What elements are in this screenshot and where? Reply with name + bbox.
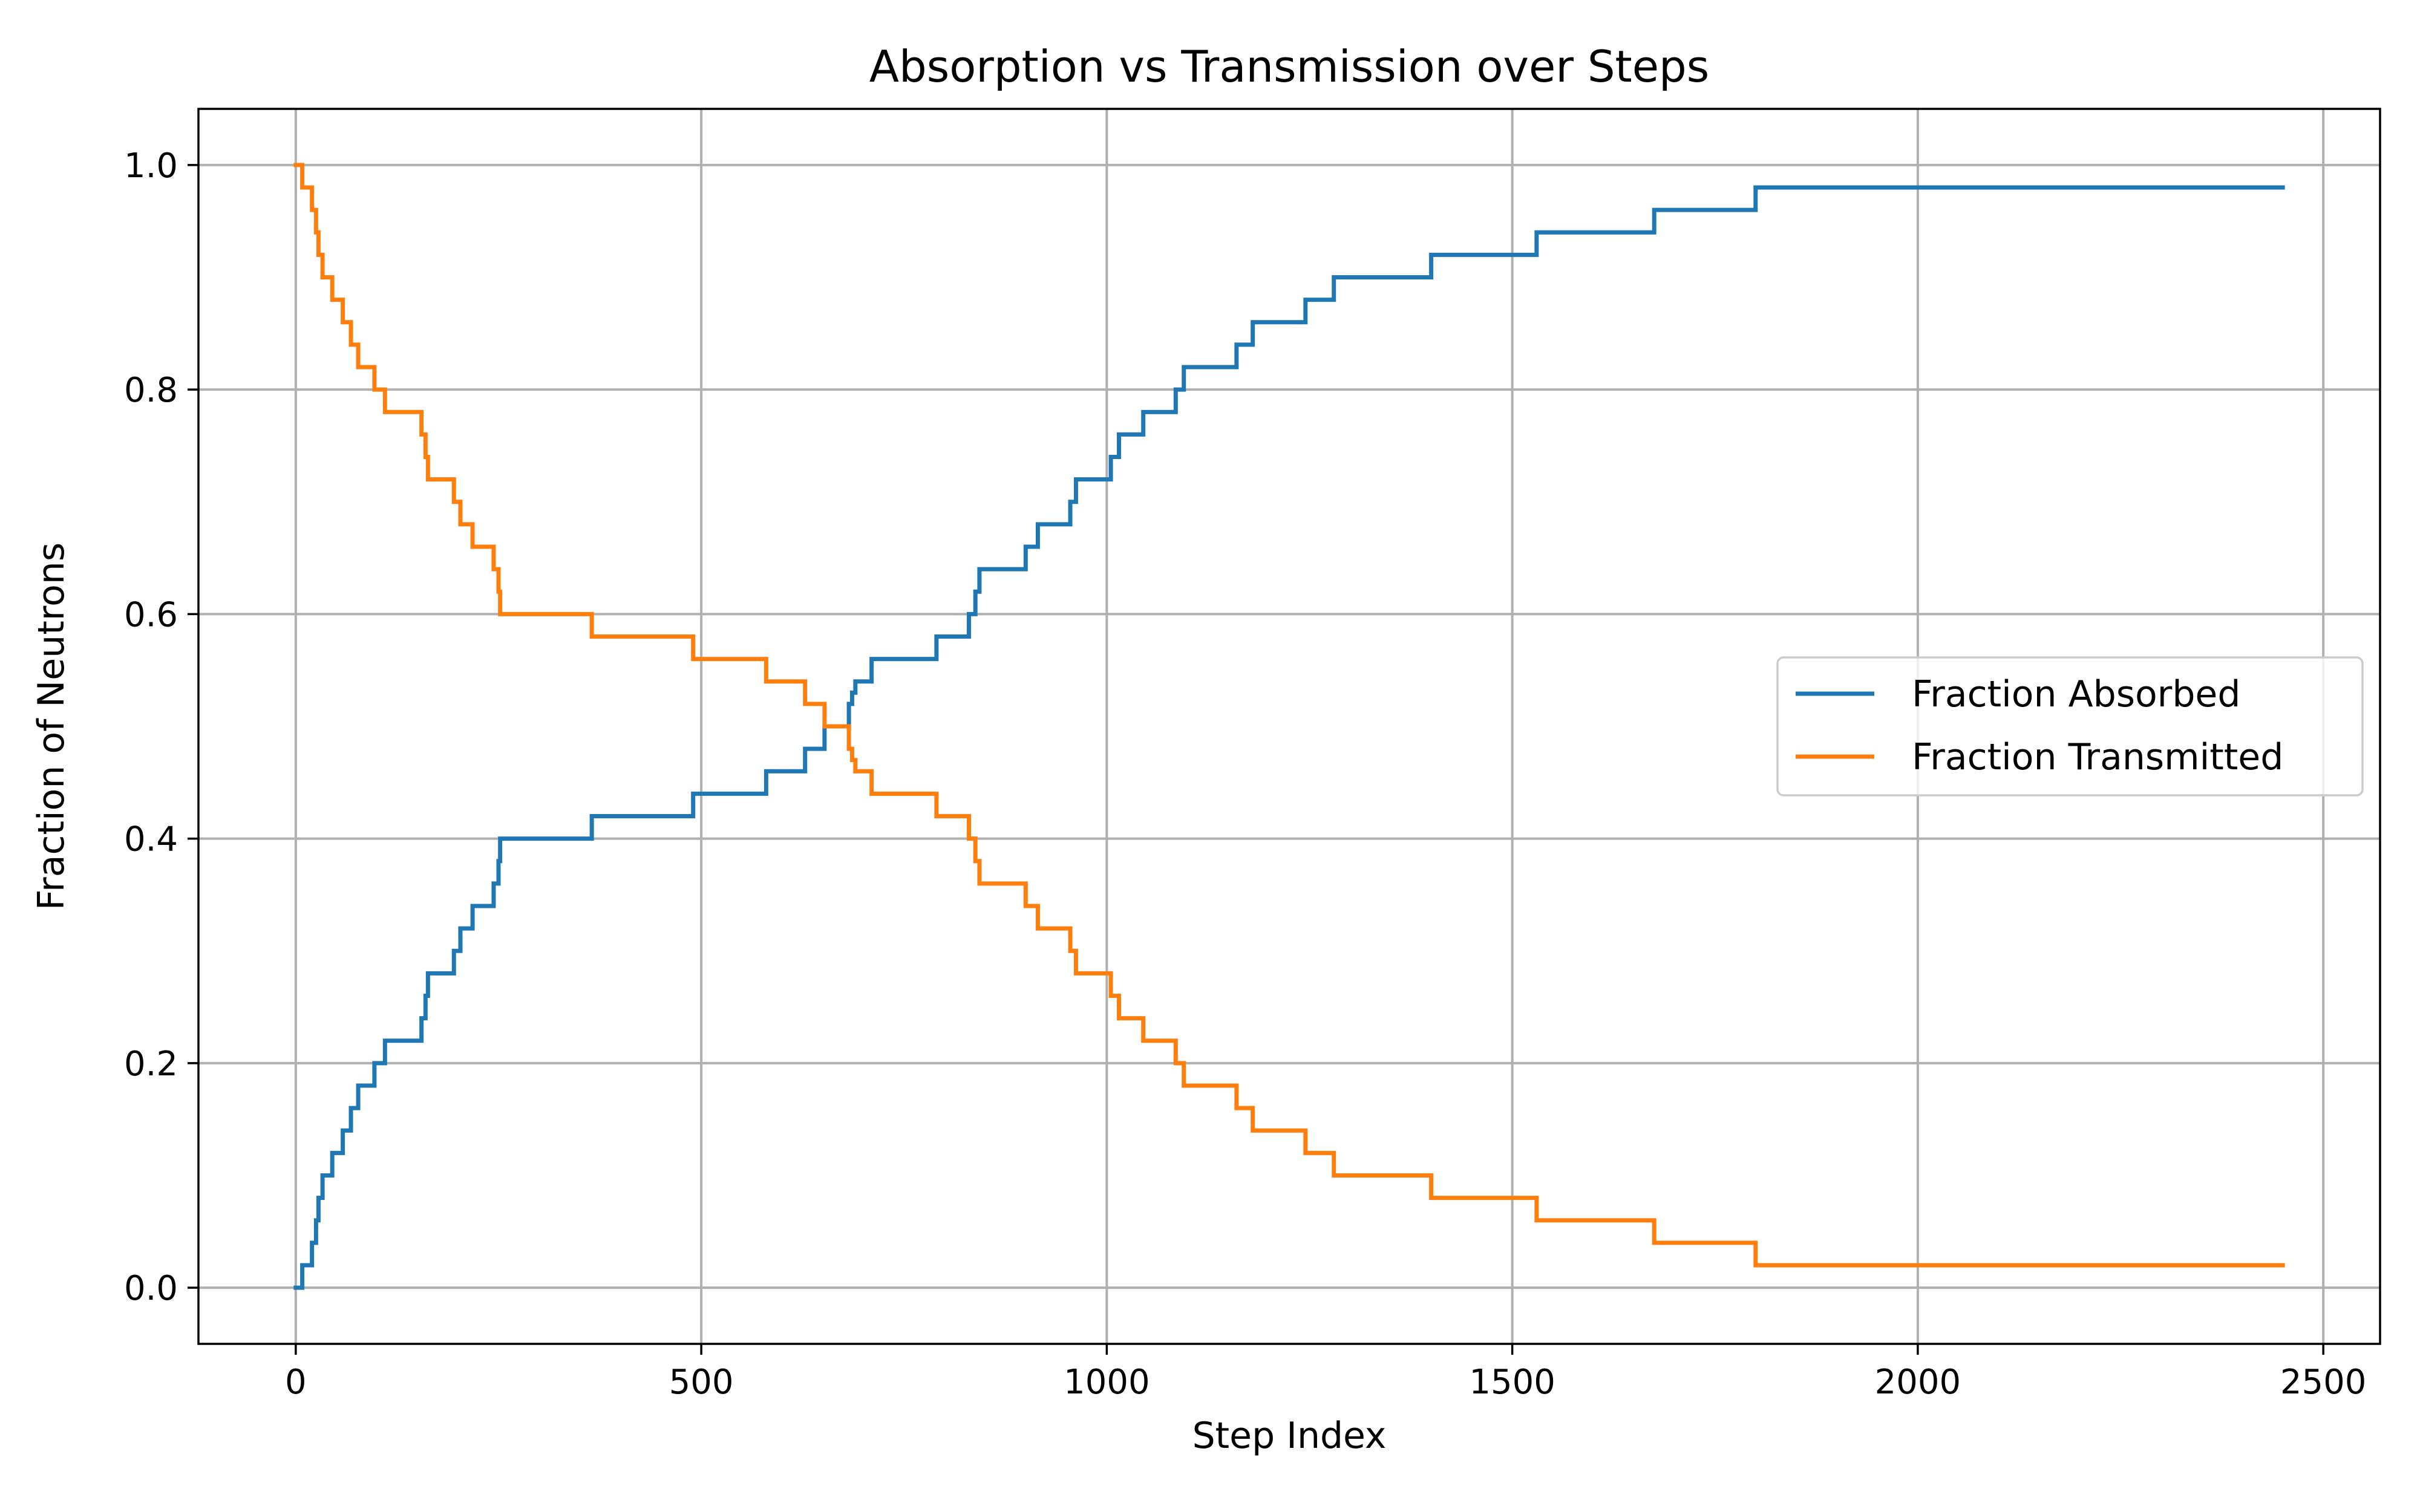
y-tick-label: 0.8	[124, 371, 178, 410]
y-tick-label: 0.4	[124, 820, 178, 859]
x-tick-label: 1000	[1064, 1363, 1150, 1402]
x-axis-label: Step Index	[1192, 1415, 1387, 1457]
legend: Fraction Absorbed Fraction Transmitted	[1776, 656, 2364, 797]
y-tick-label: 0.6	[124, 595, 178, 634]
x-tick-label: 2500	[2280, 1363, 2367, 1402]
series-line-transmitted	[293, 163, 2285, 1268]
legend-label-absorbed: Fraction Absorbed	[1912, 673, 2240, 715]
plot-frame	[197, 108, 2381, 1345]
x-tick-label: 500	[669, 1363, 734, 1402]
y-tick-label: 0.0	[124, 1269, 178, 1308]
chart-title: Absorption vs Transmission over Steps	[869, 41, 1710, 92]
x-tick-label: 1500	[1469, 1363, 1555, 1402]
ticks: 0 500 1000 1500 2000 2500 0.0 0.2 0.4 0.6 0.8 1.0	[124, 146, 2366, 1402]
y-axis-label: Fraction of Neutrons	[30, 543, 73, 910]
y-tick-label: 0.2	[124, 1044, 178, 1084]
legend-box	[1776, 656, 2364, 797]
x-tick-label: 2000	[1875, 1363, 1961, 1402]
y-tick-label: 1.0	[124, 146, 178, 186]
series-layer	[293, 163, 2285, 1290]
legend-label-transmitted: Fraction Transmitted	[1912, 736, 2283, 778]
x-tick-label: 0	[285, 1363, 307, 1402]
